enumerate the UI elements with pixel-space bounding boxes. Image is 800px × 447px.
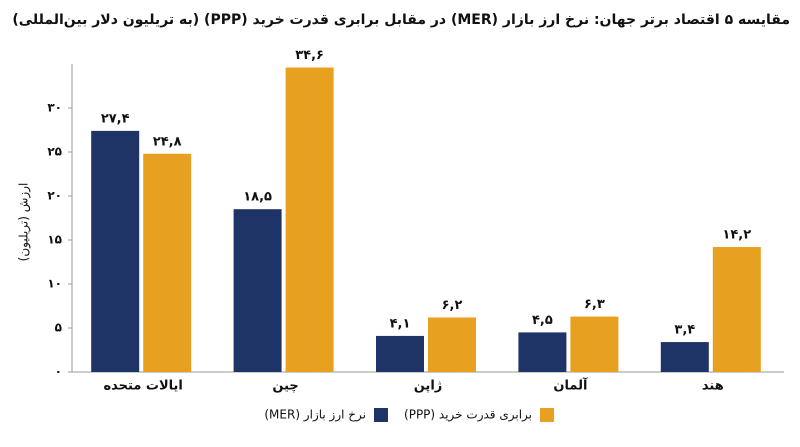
data-label: ۶,۲ [442, 298, 463, 313]
x-tick-label: ژاپن [414, 379, 443, 394]
y-tick-label: ۰ [55, 365, 62, 379]
y-tick-label: ۱۰ [47, 277, 62, 291]
legend-label: نرخ ارز بازار (MER) [264, 408, 366, 423]
data-label: ۲۴,۸ [153, 134, 182, 149]
data-label: ۲۷,۴ [101, 111, 130, 126]
y-tick-label: ۳۰ [47, 101, 62, 115]
data-label: ۶,۳ [584, 297, 605, 312]
x-tick-label: چین [272, 379, 298, 394]
legend-label: برابری قدرت خرید (PPP) [404, 408, 532, 423]
data-label: ۱۴,۲ [722, 228, 751, 243]
y-tick-label: ۲۰ [47, 189, 62, 203]
data-label: ۳,۴ [674, 323, 695, 338]
x-tick-label: آلمان [553, 377, 588, 394]
y-axis-label: ارزش (تریلیون) [17, 183, 32, 262]
chart-title: مقایسه ۵ اقتصاد برتر جهان: نرخ ارز بازار… [12, 12, 790, 28]
bar [285, 67, 334, 373]
y-tick-label: ۱۵ [47, 233, 62, 247]
data-label: ۴,۱ [390, 316, 411, 331]
bar [518, 332, 567, 372]
data-label: ۴,۵ [532, 313, 553, 328]
x-tick-label: ایالات متحده [103, 379, 182, 394]
x-tick-label: هند [702, 379, 724, 394]
y-tick-label: ۵ [55, 321, 62, 335]
bar [91, 130, 140, 372]
legend-swatch [540, 408, 554, 422]
bar [428, 317, 476, 372]
bar [660, 342, 709, 372]
bar [143, 153, 192, 372]
data-label: ۱۸,۵ [243, 190, 272, 205]
bar [570, 316, 619, 372]
bar [376, 335, 424, 372]
y-tick-label: ۲۵ [47, 145, 62, 159]
bar [712, 247, 761, 372]
bar [233, 209, 282, 372]
legend-swatch [374, 408, 388, 422]
data-label: ۳۴,۶ [295, 48, 324, 63]
